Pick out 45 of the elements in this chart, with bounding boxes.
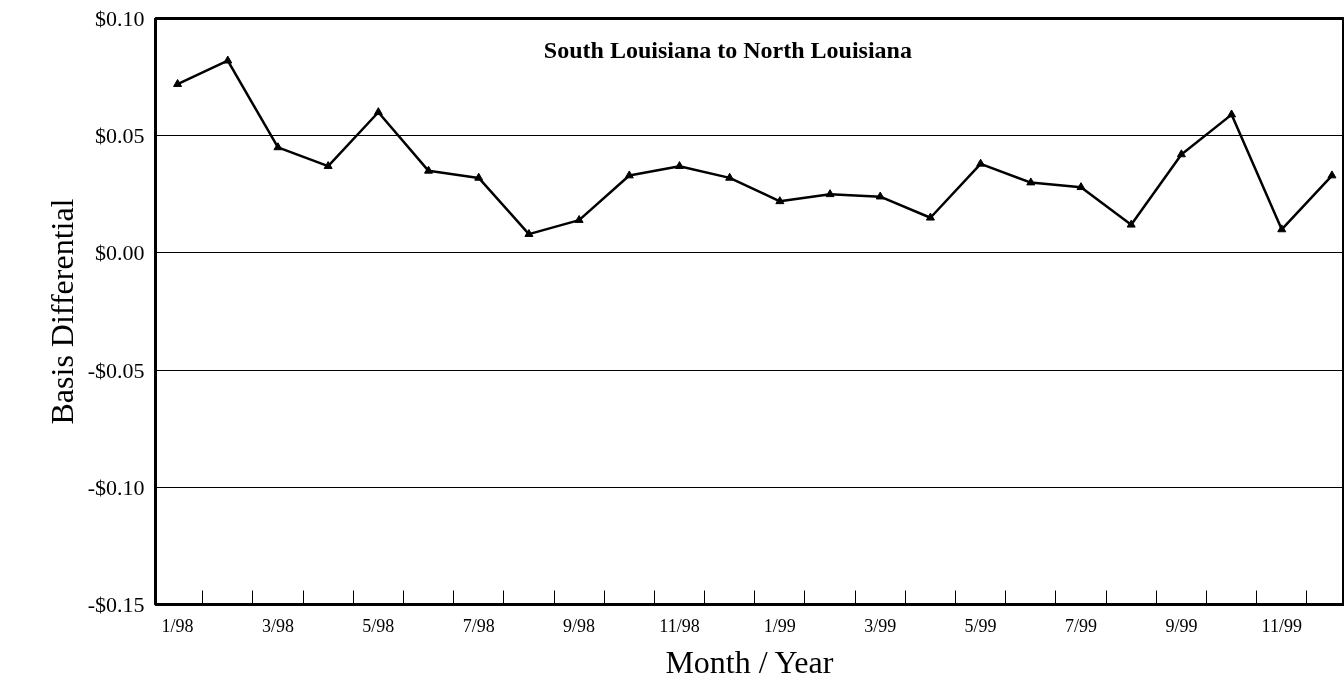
y-axis-title: Basis Differential <box>43 198 80 425</box>
x-tick-label: 1/99 <box>763 615 796 636</box>
point <box>524 229 534 237</box>
point <box>725 172 735 181</box>
point <box>574 214 584 223</box>
point <box>474 172 484 181</box>
y-tick-label: -$0.10 <box>87 474 145 500</box>
point <box>273 142 283 151</box>
point <box>1026 177 1036 186</box>
point <box>1076 182 1086 191</box>
x-tick-label: 5/99 <box>964 615 997 636</box>
x-tick-label: 5/98 <box>362 615 395 636</box>
point <box>223 55 233 64</box>
y-tick-label: $0.10 <box>95 6 145 31</box>
y-tick-label: -$0.05 <box>87 357 145 383</box>
x-tick-label: 11/98 <box>659 615 700 636</box>
x-tick-label: 9/98 <box>563 615 596 636</box>
point <box>674 161 684 169</box>
y-tick-label: $0.00 <box>95 240 145 266</box>
point <box>373 107 383 116</box>
x-tick-label: 1/98 <box>161 615 194 636</box>
point <box>825 189 835 198</box>
point <box>424 165 434 174</box>
x-tick-label: 3/98 <box>261 615 294 636</box>
point <box>1277 224 1287 233</box>
point <box>875 191 885 200</box>
y-tick-label: -$0.15 <box>87 592 145 617</box>
point <box>775 196 785 205</box>
point <box>624 170 634 179</box>
x-tick-label: 3/99 <box>864 615 897 636</box>
point <box>1227 109 1237 118</box>
point <box>976 158 986 167</box>
point <box>1327 170 1337 179</box>
point <box>323 161 333 169</box>
x-tick-label: 11/99 <box>1261 615 1302 636</box>
x-tick-label: 7/98 <box>462 615 495 636</box>
text: South Louisiana to North Louisiana <box>543 36 912 63</box>
x-tick-label: 9/99 <box>1165 615 1198 636</box>
point <box>173 79 183 87</box>
x-axis-title: Month / Year <box>665 643 834 680</box>
y-tick-label: $0.05 <box>95 123 145 149</box>
point <box>1126 219 1136 228</box>
x-tick-label: 7/99 <box>1065 615 1098 636</box>
point <box>925 212 935 221</box>
point <box>1176 149 1186 158</box>
